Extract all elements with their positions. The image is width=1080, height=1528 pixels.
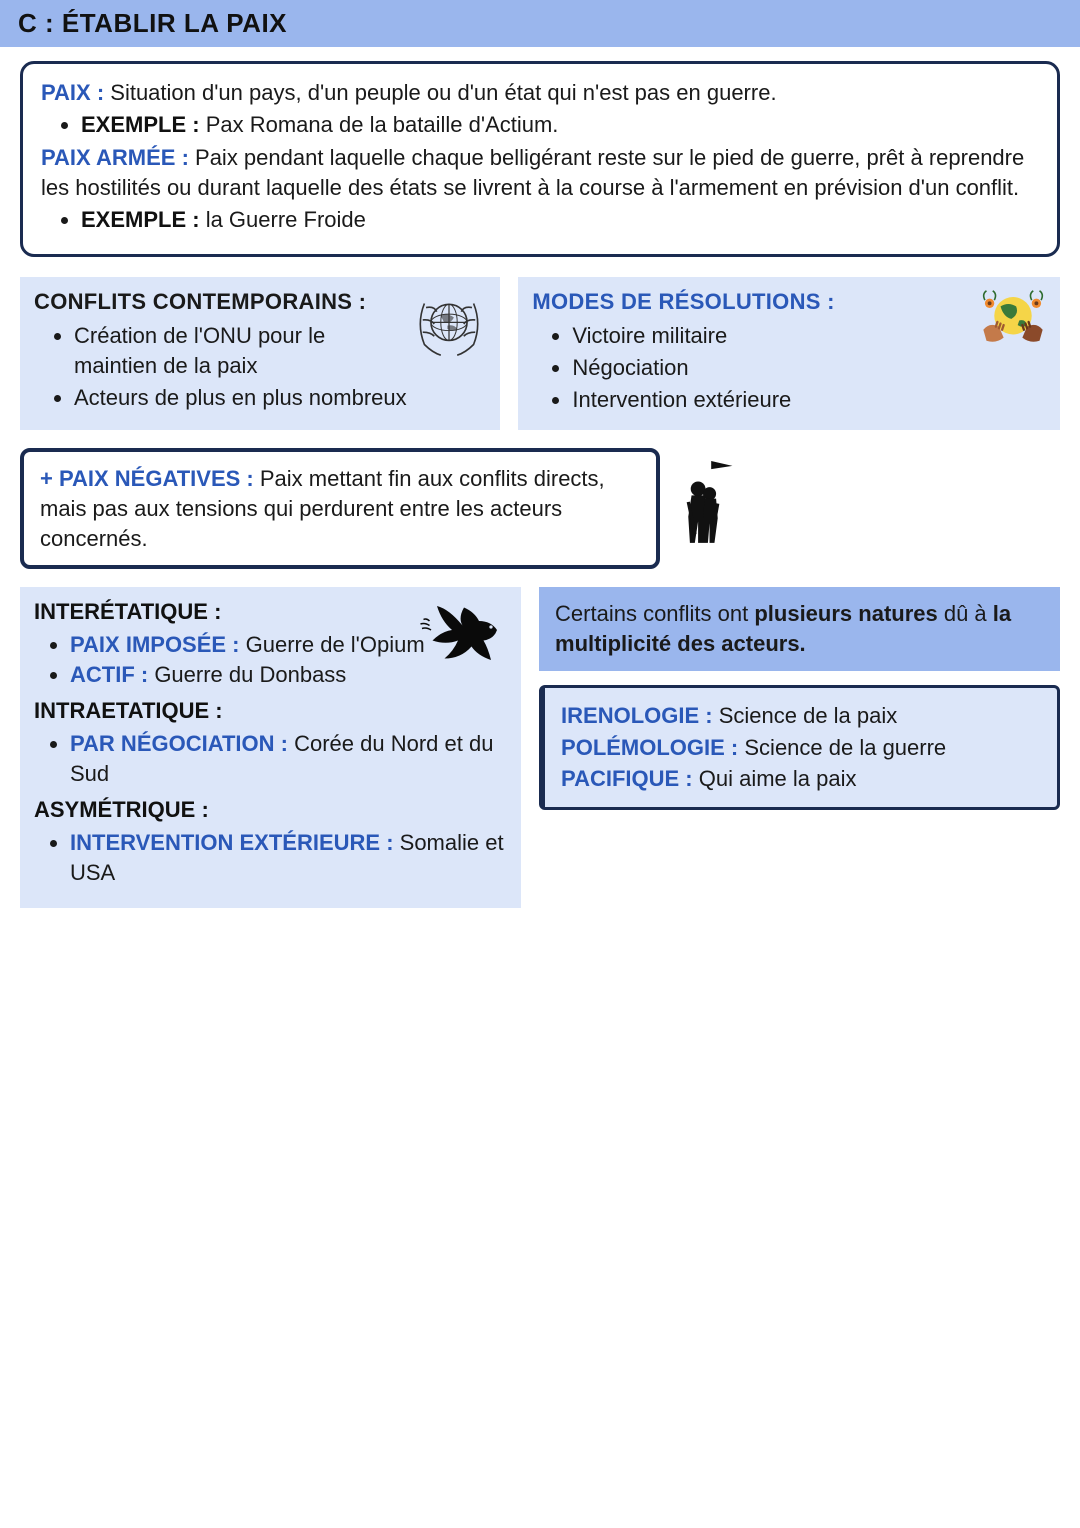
- polemologie-label: POLÉMOLOGIE :: [561, 735, 738, 760]
- page-content: PAIX : Situation d'un pays, d'un peuple …: [0, 61, 1080, 908]
- paix-negatives-box: + PAIX NÉGATIVES : Paix mettant fin aux …: [20, 448, 660, 569]
- pacifique-text: Qui aime la paix: [693, 766, 857, 791]
- paix-example: EXEMPLE : Pax Romana de la bataille d'Ac…: [81, 110, 1039, 140]
- paix-label: PAIX :: [41, 80, 104, 105]
- paix-text: Situation d'un pays, d'un peuple ou d'un…: [104, 80, 776, 105]
- modes-item-text: Intervention extérieure: [572, 387, 791, 412]
- un-emblem-icon: [408, 283, 490, 373]
- type-label: INTERVENTION EXTÉRIEURE :: [70, 830, 394, 855]
- type-text: Guerre du Donbass: [148, 662, 346, 687]
- example-label: EXEMPLE :: [81, 207, 200, 232]
- conflits-item-text: Création de l'ONU pour le maintien de la…: [74, 323, 325, 378]
- conflits-item: Acteurs de plus en plus nombreux: [74, 383, 486, 413]
- example-text: la Guerre Froide: [200, 207, 366, 232]
- natures-panel: Certains conflits ont plusieurs natures …: [539, 587, 1060, 670]
- polemologie-text: Science de la guerre: [738, 735, 946, 760]
- modes-title: MODES DE RÉSOLUTIONS :: [532, 287, 1046, 317]
- intraetatique-title: INTRAETATIQUE :: [34, 696, 507, 726]
- paix-armee-text: Paix pendant laquelle chaque belligérant…: [41, 145, 1024, 200]
- dove-icon: [419, 597, 509, 683]
- irenologie-row: IRENOLOGIE : Science de la paix: [561, 700, 1041, 732]
- paix-negatives-label: + PAIX NÉGATIVES :: [40, 466, 254, 491]
- natures-b1: plusieurs natures: [754, 601, 937, 626]
- conflits-item-text: Acteurs de plus en plus nombreux: [74, 385, 407, 410]
- paix-definition: PAIX : Situation d'un pays, d'un peuple …: [41, 78, 1039, 108]
- pacifique-label: PACIFIQUE :: [561, 766, 693, 791]
- type-text: Guerre de l'Opium: [240, 632, 425, 657]
- irenologie-text: Science de la paix: [713, 703, 898, 728]
- types-panel: INTERÉTATIQUE : PAIX IMPOSÉE : Guerre de…: [20, 587, 521, 908]
- type-label: ACTIF :: [70, 662, 148, 687]
- natures-t1: Certains conflits ont: [555, 601, 754, 626]
- section-title: C : ÉTABLIR LA PAIX: [18, 8, 287, 38]
- polemologie-row: POLÉMOLOGIE : Science de la guerre: [561, 732, 1041, 764]
- irenologie-label: IRENOLOGIE :: [561, 703, 713, 728]
- type-item: INTERVENTION EXTÉRIEURE : Somalie et USA: [70, 828, 507, 889]
- type-label: PAIX IMPOSÉE :: [70, 632, 240, 657]
- right-column: Certains conflits ont plusieurs natures …: [539, 587, 1060, 810]
- paix-armee-definition: PAIX ARMÉE : Paix pendant laquelle chaqu…: [41, 143, 1039, 202]
- paix-negatives-row: + PAIX NÉGATIVES : Paix mettant fin aux …: [20, 448, 1060, 569]
- natures-t2: dû à: [938, 601, 993, 626]
- definitions-box: PAIX : Situation d'un pays, d'un peuple …: [20, 61, 1060, 257]
- paix-armee-example: EXEMPLE : la Guerre Froide: [81, 205, 1039, 235]
- type-label: PAR NÉGOCIATION :: [70, 731, 288, 756]
- paix-armee-label: PAIX ARMÉE :: [41, 145, 189, 170]
- asymetrique-title: ASYMÉTRIQUE :: [34, 795, 507, 825]
- type-item: PAR NÉGOCIATION : Corée du Nord et du Su…: [70, 729, 507, 790]
- hands-globe-icon: [974, 283, 1052, 369]
- modes-item-text: Victoire militaire: [572, 323, 727, 348]
- conflits-panel: CONFLITS CONTEMPORAINS : Création de l'O…: [20, 277, 500, 430]
- bottom-row: INTERÉTATIQUE : PAIX IMPOSÉE : Guerre de…: [20, 587, 1060, 908]
- example-label: EXEMPLE :: [81, 112, 200, 137]
- panels-row: CONFLITS CONTEMPORAINS : Création de l'O…: [20, 277, 1060, 430]
- soldiers-icon: [668, 461, 738, 556]
- example-text: Pax Romana de la bataille d'Actium.: [200, 112, 559, 137]
- modes-panel: MODES DE RÉSOLUTIONS : Victoire militair…: [518, 277, 1060, 430]
- pacifique-row: PACIFIQUE : Qui aime la paix: [561, 763, 1041, 795]
- modes-item-text: Négociation: [572, 355, 688, 380]
- sciences-panel: IRENOLOGIE : Science de la paix POLÉMOLO…: [539, 685, 1060, 811]
- section-header: C : ÉTABLIR LA PAIX: [0, 0, 1080, 47]
- modes-item: Intervention extérieure: [572, 385, 1046, 415]
